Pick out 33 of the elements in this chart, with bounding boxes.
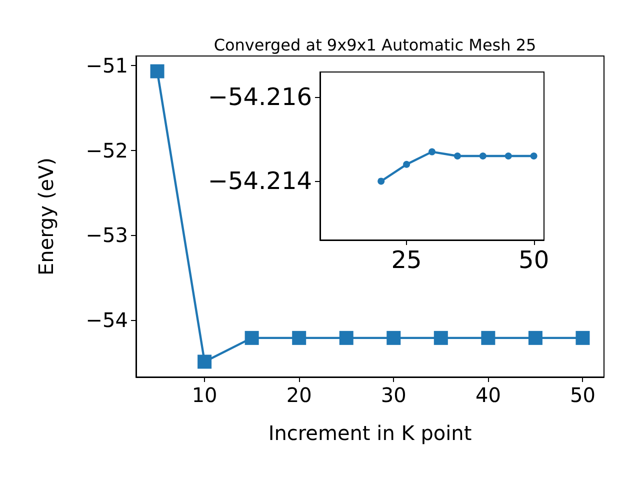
x-tick-label: 50 — [518, 246, 550, 274]
y-tick-label: −52 — [86, 138, 128, 162]
x-tick-label: 20 — [286, 383, 312, 407]
x-tick-label: 50 — [570, 383, 596, 407]
point — [530, 152, 538, 160]
point — [481, 330, 496, 345]
y-tick-label: −51 — [86, 53, 128, 78]
point — [528, 330, 542, 345]
point — [434, 330, 448, 345]
x-tick-label: 25 — [391, 246, 422, 274]
point — [386, 330, 401, 345]
chart-title: Converged at 9x9x1 Automatic Mesh 25 — [214, 36, 536, 54]
point — [403, 160, 410, 168]
point — [479, 152, 486, 160]
x-tick-label: 40 — [475, 383, 501, 407]
x-tick-label: 10 — [192, 383, 218, 407]
point — [244, 330, 259, 345]
point — [576, 330, 590, 345]
point — [454, 152, 461, 160]
y-tick-label: −54 — [86, 308, 128, 332]
point — [428, 148, 436, 156]
x-tick-label: 30 — [380, 383, 406, 407]
y-tick-label: −54.214 — [208, 167, 312, 196]
point — [504, 152, 512, 160]
point — [150, 64, 164, 78]
point — [378, 178, 385, 185]
point — [339, 330, 354, 345]
y-axis-title: Energy (eV) — [34, 158, 58, 276]
x-axis-title: Increment in K point — [268, 421, 472, 445]
y-tick-label: −54.216 — [208, 83, 312, 112]
y-tick-label: −53 — [86, 223, 128, 248]
point — [198, 354, 212, 369]
point — [292, 330, 306, 345]
